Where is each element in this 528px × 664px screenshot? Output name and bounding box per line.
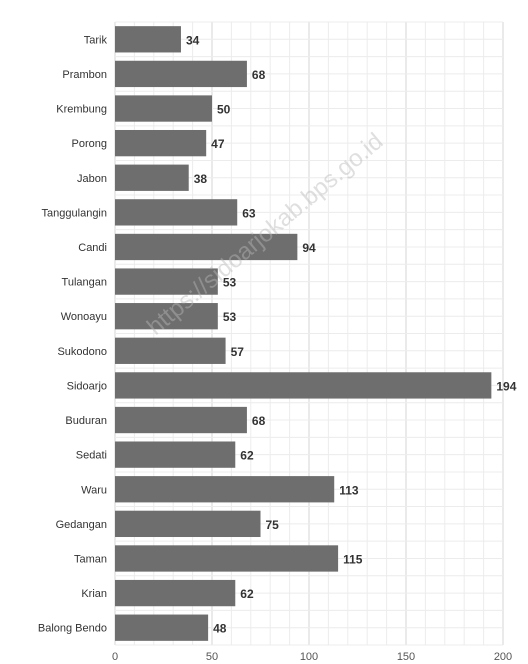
bars	[115, 26, 492, 641]
bar-sidoarjo	[115, 372, 492, 399]
bar-balong-bendo	[115, 614, 209, 641]
category-labels: Tarik Prambon Krembung Porong Jabon Tanggulan…	[38, 34, 108, 634]
value-label: 38	[194, 172, 208, 186]
category-label: Buduran	[65, 415, 107, 427]
bar-tarik	[115, 26, 181, 53]
x-tick-label: 100	[300, 651, 318, 663]
bar-taman	[115, 545, 339, 572]
value-label: 47	[211, 137, 225, 151]
value-label: 68	[252, 414, 266, 428]
x-tick-label: 0	[112, 651, 118, 663]
x-axis-tick-labels: 0 50 100 150 200	[112, 651, 512, 663]
bar-jabon	[115, 164, 189, 191]
value-label: 113	[339, 483, 359, 497]
value-label: 115	[343, 552, 363, 566]
x-tick-label: 200	[494, 651, 512, 663]
bar-waru	[115, 476, 335, 503]
value-label: 94	[302, 241, 316, 255]
value-label: 63	[242, 206, 256, 220]
bar-tulangan	[115, 268, 218, 295]
value-label: 194	[496, 379, 516, 393]
value-label: 53	[223, 310, 237, 324]
category-label: Krian	[81, 588, 107, 600]
bar-wonoayu	[115, 303, 218, 330]
category-label: Porong	[72, 138, 107, 150]
value-label: 62	[240, 449, 254, 463]
value-label: 34	[186, 33, 200, 47]
category-label: Krembung	[56, 104, 107, 116]
value-label: 57	[231, 345, 245, 359]
bar-candi	[115, 233, 298, 261]
value-label: 75	[266, 518, 280, 532]
category-label: Waru	[81, 484, 107, 496]
category-label: Candi	[78, 242, 107, 254]
x-tick-label: 50	[206, 651, 218, 663]
value-labels: 34 68 50 47 38 63 94 53 53 57 194 68 62 113 75 115 62 48	[186, 33, 517, 635]
value-label: 50	[217, 103, 231, 117]
bar-buduran	[115, 406, 247, 434]
category-label: Sidoarjo	[67, 380, 107, 392]
bar-sukodono	[115, 337, 226, 364]
category-label: Tanggulangin	[42, 207, 107, 219]
category-label: Tarik	[84, 34, 108, 46]
category-label: Jabon	[77, 173, 107, 185]
category-label: Sedati	[76, 450, 107, 462]
bar-sedati	[115, 441, 236, 468]
category-label: Gedangan	[56, 519, 107, 531]
x-tick-label: 150	[397, 651, 415, 663]
bar-tanggulangin	[115, 199, 238, 226]
value-label: 53	[223, 276, 237, 290]
bar-krian	[115, 579, 236, 607]
category-label: Prambon	[62, 69, 107, 81]
category-label: Taman	[74, 553, 107, 565]
category-label: Sukodono	[57, 346, 107, 358]
bar-krembung	[115, 95, 212, 122]
value-label: 62	[240, 587, 254, 601]
value-label: 48	[213, 622, 227, 636]
value-label: 68	[252, 68, 266, 82]
major-gridlines	[114, 21, 504, 646]
category-label: Balong Bendo	[38, 623, 107, 635]
category-label: Wonoayu	[61, 311, 107, 323]
bar-gedangan	[115, 510, 261, 538]
category-label: Tulangan	[62, 277, 107, 289]
bar-porong	[115, 129, 207, 157]
bar-prambon	[115, 60, 247, 88]
